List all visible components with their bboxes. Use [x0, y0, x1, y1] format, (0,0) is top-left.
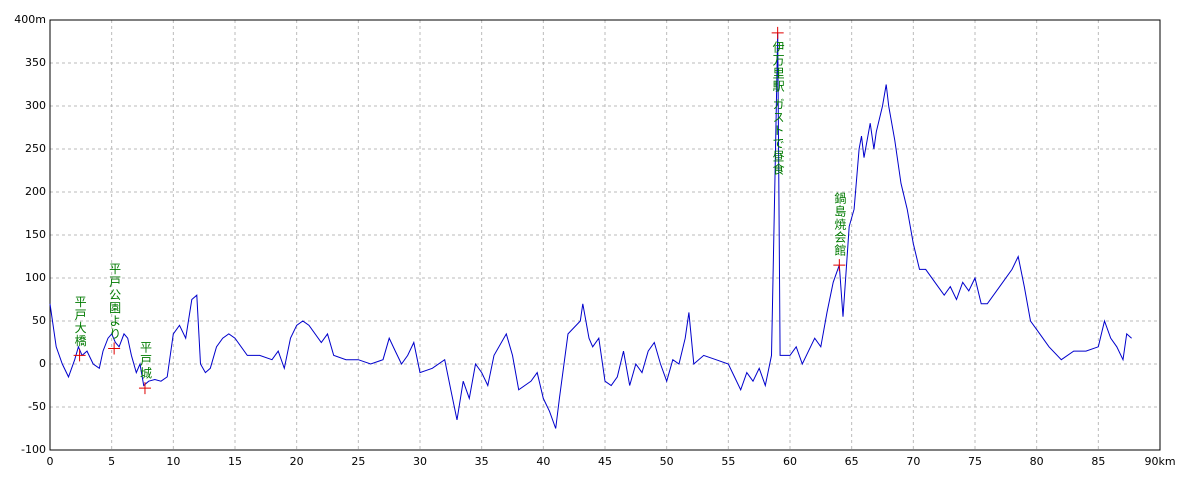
- x-tick-label: 65: [845, 455, 859, 468]
- marker: [138, 382, 151, 395]
- marker: [108, 342, 121, 355]
- x-tick-label: 40: [536, 455, 550, 468]
- annotation: 平戸大橋: [73, 295, 87, 347]
- x-tick-label: 55: [721, 455, 735, 468]
- x-tick-label: 5: [108, 455, 115, 468]
- annotation: 平戸城: [138, 341, 152, 380]
- y-tick-label: 350: [25, 56, 46, 69]
- marker: [833, 259, 846, 272]
- plot-frame: [49, 19, 1161, 451]
- x-tick-label: 35: [475, 455, 489, 468]
- x-tick-label: 70: [906, 455, 920, 468]
- y-tick-label: 300: [25, 99, 46, 112]
- x-tick-label: 90km: [1144, 455, 1175, 468]
- marker: [73, 349, 86, 362]
- x-tick-label: 85: [1091, 455, 1105, 468]
- y-tick-label: -100: [21, 443, 46, 456]
- y-tick-label: 0: [39, 357, 46, 370]
- x-tick-label: 50: [660, 455, 674, 468]
- x-tick-label: 30: [413, 455, 427, 468]
- y-tick-label: 400m: [14, 13, 46, 26]
- x-tick-label: 10: [166, 455, 180, 468]
- x-tick-label: 15: [228, 455, 242, 468]
- y-tick-label: 100: [25, 271, 46, 284]
- annotation: 平戸公園より: [108, 263, 122, 341]
- x-tick-label: 0: [47, 455, 54, 468]
- x-tick-label: 60: [783, 455, 797, 468]
- annotation: 伊万里駅 ガストで昼食: [771, 40, 785, 175]
- marker: [771, 26, 784, 39]
- annotation: 鍋島焼会館: [833, 191, 847, 257]
- x-tick-label: 20: [290, 455, 304, 468]
- y-tick-label: 150: [25, 228, 46, 241]
- x-tick-label: 45: [598, 455, 612, 468]
- y-tick-label: 250: [25, 142, 46, 155]
- elevation-line: [49, 32, 1132, 429]
- y-tick-label: -50: [28, 400, 46, 413]
- y-tick-label: 50: [32, 314, 46, 327]
- x-tick-label: 80: [1030, 455, 1044, 468]
- y-tick-label: 200: [25, 185, 46, 198]
- x-tick-label: 75: [968, 455, 982, 468]
- x-tick-label: 25: [351, 455, 365, 468]
